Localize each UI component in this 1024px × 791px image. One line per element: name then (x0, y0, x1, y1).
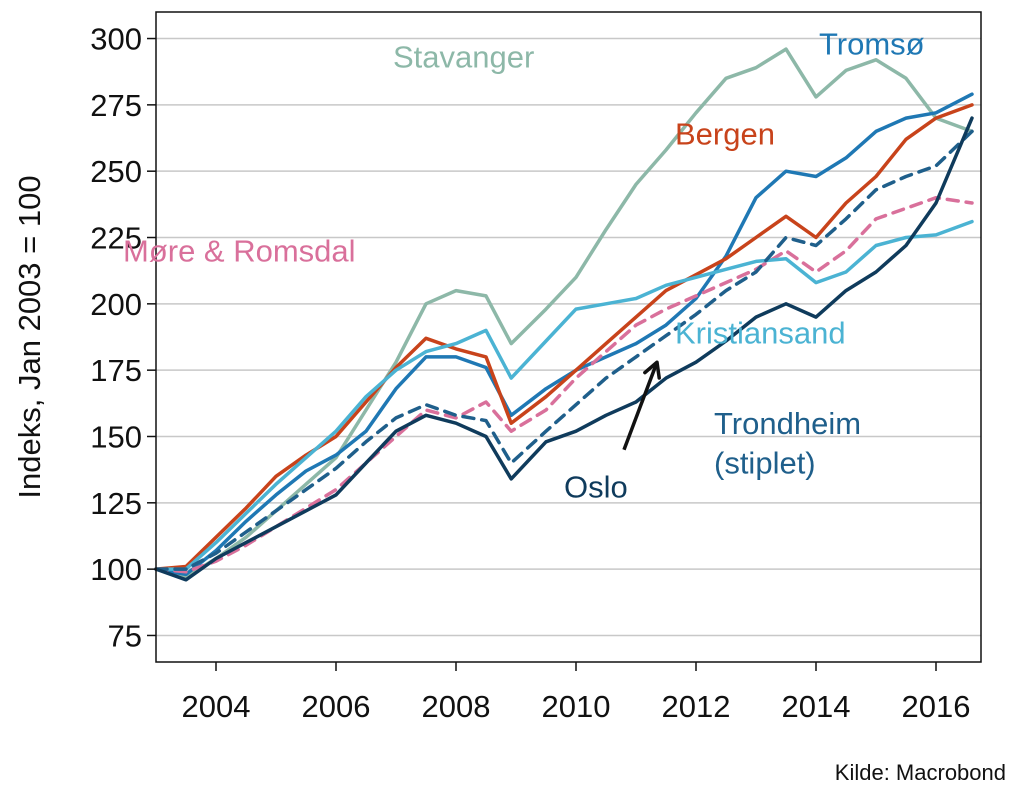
series-label-kristiansand: Kristiansand (675, 316, 846, 351)
x-tick-label-2016: 2016 (902, 689, 971, 724)
y-tick-label-125: 125 (90, 486, 142, 521)
x-tick-label-2008: 2008 (422, 689, 491, 724)
y-tick-label-100: 100 (90, 552, 142, 587)
y-axis-title: Indeks, Jan 2003 = 100 (12, 175, 47, 498)
y-tick-label-250: 250 (90, 154, 142, 189)
series-line-stavanger (154, 47, 974, 579)
series-label-bergen: Bergen (675, 117, 775, 152)
x-tick-label-2012: 2012 (662, 689, 731, 724)
series-label-trondheim: Trondheim (714, 406, 861, 441)
y-tick-label-225: 225 (90, 221, 142, 256)
arrow-head (643, 360, 661, 380)
x-axis-ticks: 2004 2006 2008 2010 2012 2014 2016 (182, 662, 971, 724)
x-tick-label-2010: 2010 (542, 689, 611, 724)
series-lines (154, 47, 974, 582)
y-axis-ticks: 75 100 125 150 175 200 225 250 275 300 (90, 22, 156, 653)
x-tick-label-2004: 2004 (182, 689, 251, 724)
y-tick-label-300: 300 (90, 22, 142, 57)
y-tick-label-275: 275 (90, 88, 142, 123)
x-tick-label-2014: 2014 (782, 689, 851, 724)
series-label-stavanger: Stavanger (393, 40, 534, 75)
series-label-more-romsdal: Møre & Romsdal (123, 233, 356, 268)
series-label-oslo: Oslo (564, 470, 628, 505)
x-tick-label-2006: 2006 (302, 689, 371, 724)
plot-frame (155, 11, 982, 663)
series-labels: Stavanger Tromsø Bergen Møre & Romsdal Krist… (123, 26, 925, 504)
series-line-oslo (154, 116, 974, 582)
y-tick-label-75: 75 (108, 618, 142, 653)
series-label-tromso: Tromsø (819, 26, 925, 61)
series-line-tromso (154, 92, 974, 577)
series-label-stiplet: (stiplet) (714, 446, 816, 481)
y-tick-label-200: 200 (90, 287, 142, 322)
y-tick-label-150: 150 (90, 419, 142, 454)
series-line-kristiansand (154, 219, 974, 571)
series-line-bergen (154, 103, 974, 571)
oslo-arrow (622, 360, 661, 451)
grid-lines (156, 37, 981, 637)
source-note: Kilde: Macrobond (835, 760, 1006, 785)
series-line-trondheim-stiplet (154, 129, 974, 571)
arrow-shaft (622, 361, 659, 451)
y-tick-label-175: 175 (90, 353, 142, 388)
